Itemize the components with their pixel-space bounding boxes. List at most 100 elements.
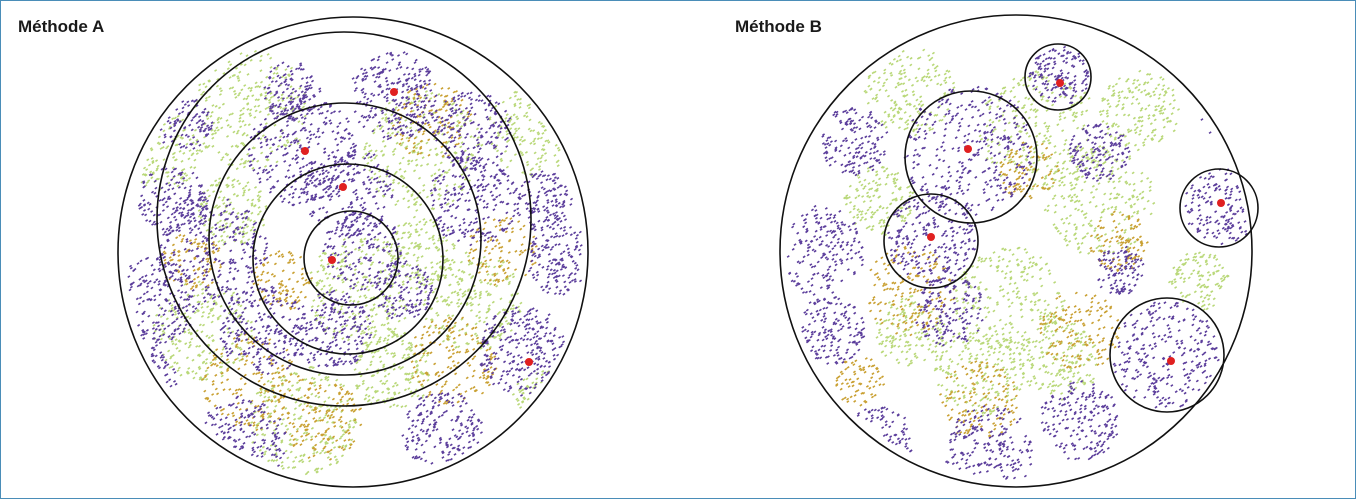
point-green [167,309,171,313]
point-green [391,264,395,268]
point-gold [255,275,259,279]
point-gold [447,316,451,320]
point-purple [288,163,292,167]
point-green [340,454,344,458]
point-gold [292,261,296,265]
point-green [401,342,405,346]
point-green [370,315,374,318]
point-gold [203,375,207,379]
point-purple [363,319,367,323]
point-gold [446,399,450,403]
point-green [327,396,331,400]
point-purple [342,294,346,298]
point-gold [339,386,343,389]
point-green [322,302,326,306]
point-green [294,400,298,404]
point-green [286,427,290,431]
point-green [254,98,258,102]
point-green [247,238,251,242]
point-green [242,132,246,135]
point-green [420,372,424,375]
point-gold [338,392,342,396]
point-purple [337,190,341,194]
point-green [207,312,211,315]
point-green [427,246,431,250]
point-gold [422,379,426,383]
point-gold [292,438,296,442]
point-green [431,290,435,294]
point-green [328,290,332,294]
point-green [443,275,447,279]
point-purple [362,168,366,172]
point-green [200,315,204,318]
point-green [513,94,517,98]
point-green [395,232,399,236]
point-purple [344,301,348,304]
point-green [486,343,490,346]
point-green [353,268,357,272]
point-purple [377,75,381,79]
point-purple [407,72,411,76]
point-purple [220,288,224,292]
point-green [343,264,347,268]
point-purple [202,296,206,300]
point-green [428,237,432,241]
point-purple [450,225,454,229]
point-green [229,201,233,205]
point-purple [145,290,149,294]
point-green [340,435,344,438]
point-gold [193,241,197,244]
point-gold [171,243,175,247]
point-green [257,391,261,394]
point-green [416,151,420,154]
point-green [197,365,201,369]
point-purple [325,290,329,294]
point-green [241,119,245,123]
point-green [177,339,181,343]
point-green [418,242,422,246]
point-green [404,404,408,408]
point-green [422,372,426,376]
point-green [479,292,483,296]
point-green [383,374,387,378]
point-green [385,316,389,320]
point-green [381,382,385,385]
point-purple [431,203,435,207]
point-gold [449,331,453,335]
point-purple [321,322,325,325]
point-green [414,158,418,162]
point-green [476,340,480,343]
point-gold [256,404,260,408]
point-green [518,106,522,109]
point-purple [234,340,238,343]
point-purple [154,340,158,344]
point-green [246,152,250,156]
point-green [243,84,247,87]
point-green [195,329,199,333]
point-gold [324,429,328,433]
point-purple [129,285,133,289]
point-green [438,260,442,264]
point-gold [471,256,475,260]
point-green [405,252,409,256]
point-green [478,266,482,270]
point-purple [538,349,542,353]
point-gold [481,391,485,395]
point-purple [473,184,477,187]
point-purple [320,111,324,115]
point-green [349,333,353,337]
point-purple [226,354,230,358]
point-purple [174,263,178,267]
point-purple [180,284,184,287]
point-purple [185,240,189,244]
point-green [361,342,365,346]
point-gold [293,306,297,310]
point-purple [309,351,313,355]
point-purple [264,329,268,333]
point-green [460,173,464,177]
point-purple [405,52,409,56]
point-green [509,159,513,163]
point-purple [135,297,139,301]
point-green [411,371,415,375]
point-purple [279,194,283,198]
